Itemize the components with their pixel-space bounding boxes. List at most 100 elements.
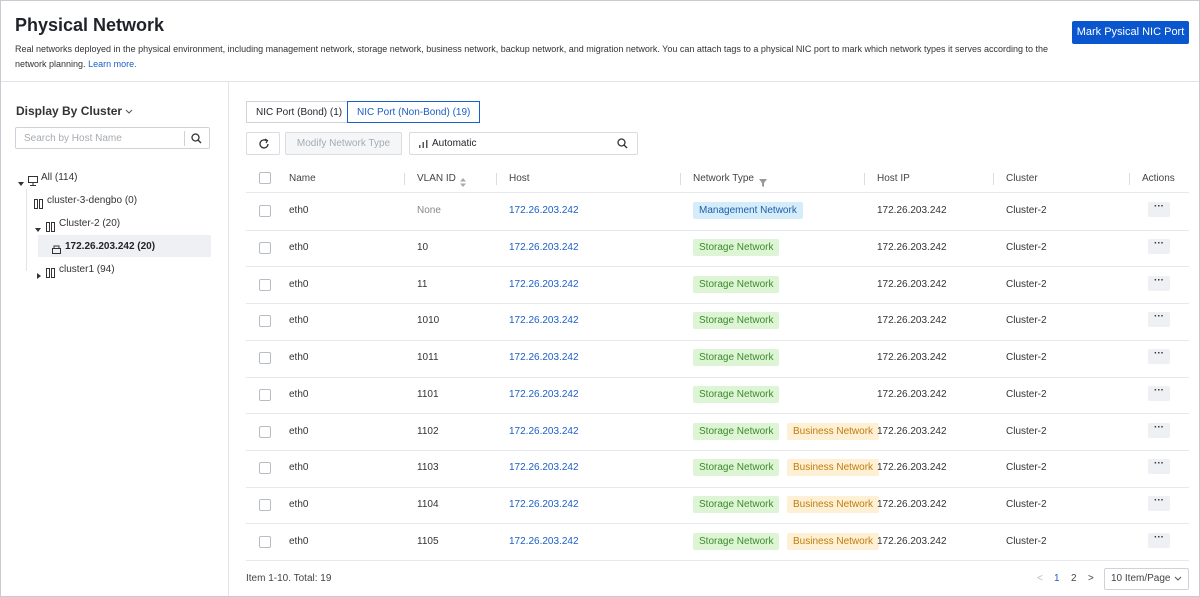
row-divider <box>246 413 1189 415</box>
learn-more-link[interactable]: Learn more. <box>88 59 137 69</box>
column-separator <box>680 173 681 185</box>
chevron <box>126 109 133 114</box>
network-tag: Storage Network <box>693 385 780 403</box>
mark-port-button[interactable]: Mark Pysical NIC Port <box>1072 21 1189 44</box>
checkbox[interactable] <box>259 388 271 401</box>
page-description: Real networks deployed in the physical e… <box>15 42 1055 72</box>
page-title: Physical Network <box>15 15 165 35</box>
checkbox[interactable] <box>259 535 271 548</box>
row-divider <box>246 266 1189 268</box>
icon <box>52 245 61 254</box>
network-tag: Business Network <box>787 422 879 440</box>
pagination-summary: Item 1-10. Total: 19 <box>246 573 332 584</box>
actions-button[interactable]: ··· <box>1148 385 1170 401</box>
cluster: Cluster-2 <box>1006 352 1047 364</box>
icon <box>34 199 43 209</box>
cluster: Cluster-2 <box>1006 205 1047 217</box>
checkbox[interactable] <box>259 242 271 255</box>
host-link[interactable]: 172.26.203.242 <box>509 352 579 364</box>
page-size-text: 10 Item/Page <box>1111 573 1171 584</box>
checkbox[interactable] <box>259 462 271 475</box>
page-size-select[interactable]: 10 Item/Page <box>1104 568 1189 590</box>
network-tag: Business Network <box>787 532 879 550</box>
checkbox[interactable] <box>259 278 271 291</box>
host-link[interactable]: 172.26.203.242 <box>509 388 579 400</box>
row-divider <box>246 303 1189 305</box>
network-tag: Storage Network <box>693 532 780 550</box>
host-link[interactable]: 172.26.203.242 <box>509 498 579 510</box>
page-number[interactable]: 2 <box>1071 573 1077 584</box>
filter-input[interactable]: Automatic <box>409 132 638 155</box>
chevron <box>1174 576 1182 581</box>
host-link[interactable]: 172.26.203.242 <box>509 278 579 290</box>
tree-node[interactable]: Cluster-2 (20) <box>59 218 121 229</box>
host-link[interactable]: 172.26.203.242 <box>509 205 579 217</box>
column-header: VLAN ID <box>417 173 456 184</box>
icon <box>46 265 56 278</box>
actions-button[interactable]: ··· <box>1148 459 1170 475</box>
checkbox[interactable] <box>259 352 271 365</box>
tree-node[interactable]: cluster-3-dengbo (0) <box>47 195 138 206</box>
column-header: Network Type <box>693 173 754 184</box>
cluster: Cluster-2 <box>1006 535 1047 547</box>
tab-active[interactable]: NIC Port (Non-Bond) (19) <box>347 101 481 123</box>
checkbox[interactable] <box>259 315 271 328</box>
actions-button[interactable]: ··· <box>1148 275 1170 291</box>
actions-button[interactable]: ··· <box>1148 312 1170 328</box>
host-link[interactable]: 172.26.203.242 <box>509 425 579 437</box>
actions-button[interactable]: ··· <box>1148 202 1170 218</box>
icon <box>36 267 43 279</box>
modify-network-type-button[interactable]: Modify Network Type <box>285 132 402 155</box>
cluster: Cluster-2 <box>1006 388 1047 400</box>
network-tag: Storage Network <box>693 239 780 257</box>
vlan-id: 1104 <box>417 498 439 510</box>
actions-button[interactable]: ··· <box>1148 239 1170 255</box>
actions-button[interactable]: ··· <box>1148 532 1170 548</box>
host-link[interactable]: 172.26.203.242 <box>509 535 579 547</box>
host-ip: 172.26.203.242 <box>877 535 947 547</box>
search-box[interactable]: Search by Host Name <box>15 127 210 149</box>
checkbox[interactable] <box>259 425 271 438</box>
display-by-label: Display By Cluster <box>16 104 123 118</box>
prev-page[interactable]: < <box>1037 573 1043 584</box>
port-name: eth0 <box>289 535 309 547</box>
page-number[interactable]: 1 <box>1054 573 1060 584</box>
refresh-button[interactable] <box>246 132 280 155</box>
network-tag: Business Network <box>787 459 879 477</box>
actions-button[interactable]: ··· <box>1148 349 1170 365</box>
next-page[interactable]: > <box>1088 573 1094 584</box>
actions-button[interactable]: ··· <box>1148 422 1170 438</box>
cluster: Cluster-2 <box>1006 462 1047 474</box>
tab[interactable]: NIC Port (Bond) (1) <box>246 101 353 123</box>
row-divider <box>246 376 1189 378</box>
column-header: Host <box>509 173 530 184</box>
refresh-icon <box>259 138 269 149</box>
filter-text: Automatic <box>432 138 477 149</box>
icon <box>46 219 56 232</box>
search-icon <box>191 133 202 144</box>
tree-node[interactable]: 172.26.203.242 (20) <box>65 241 156 252</box>
checkbox[interactable] <box>259 172 271 184</box>
host-link[interactable]: 172.26.203.242 <box>509 462 579 474</box>
column-header: Cluster <box>1006 173 1038 184</box>
icon <box>18 182 24 186</box>
checkbox[interactable] <box>259 498 271 511</box>
vlan-id: 1010 <box>417 315 440 327</box>
selected-node-bg <box>38 235 211 257</box>
host-link[interactable]: 172.26.203.242 <box>509 315 579 327</box>
network-tag: Storage Network <box>693 495 780 513</box>
host-ip: 172.26.203.242 <box>877 498 947 510</box>
tree-node[interactable]: cluster1 (94) <box>59 264 115 275</box>
port-name: eth0 <box>289 242 309 254</box>
tree-node[interactable]: All (114) <box>41 172 78 183</box>
network-tag: Business Network <box>787 495 879 513</box>
icon <box>759 174 767 187</box>
tree-guide <box>26 189 27 271</box>
host-link[interactable]: 172.26.203.242 <box>509 242 579 254</box>
checkbox[interactable] <box>259 205 271 218</box>
icon <box>34 196 44 209</box>
display-by-dropdown[interactable]: Display By Cluster <box>16 104 133 118</box>
actions-button[interactable]: ··· <box>1148 495 1170 511</box>
icon <box>460 178 466 187</box>
host-ip: 172.26.203.242 <box>877 278 947 290</box>
